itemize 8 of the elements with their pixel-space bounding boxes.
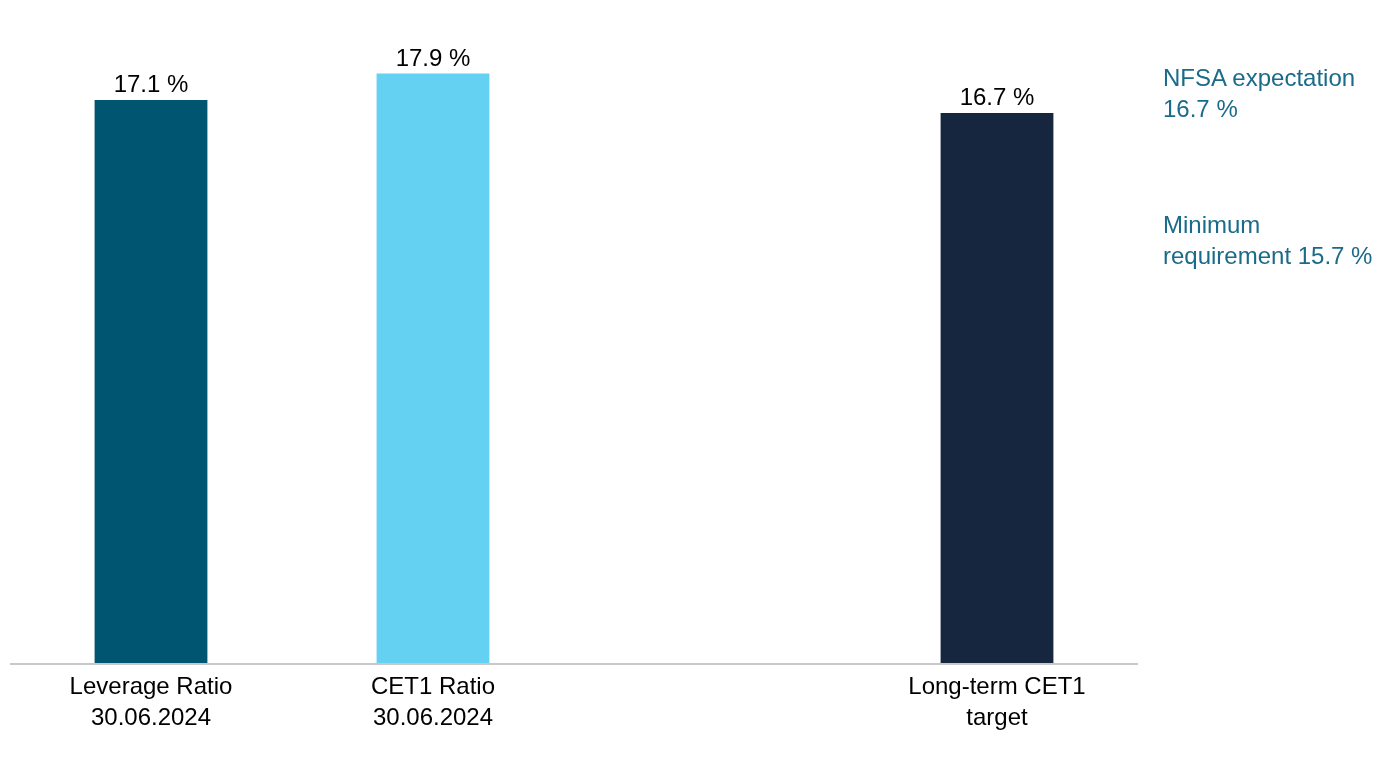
x-tick-label: Long-term CET1 target — [908, 671, 1086, 730]
x-tick-label: CET1 Ratio 30.06.2024 — [370, 671, 496, 730]
data-label: 17.1 % — [113, 69, 189, 97]
x-tick-label: Leverage Ratio 30.06.2024 — [69, 671, 233, 730]
text: Minimum requirement 15.7 % — [1163, 211, 1373, 270]
text: NFSA expectation 16.7 % — [1163, 64, 1356, 123]
data-label: 17.9 % — [395, 43, 471, 71]
data-label: 16.7 % — [959, 83, 1035, 111]
